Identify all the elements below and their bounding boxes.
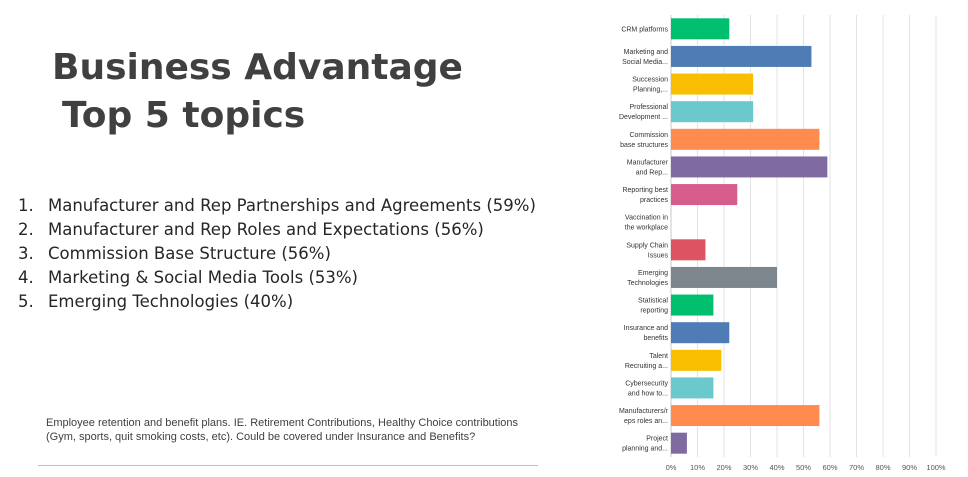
y-category-label: Marketing and Social Media... bbox=[622, 49, 668, 66]
bar bbox=[671, 239, 706, 261]
footnote-divider bbox=[38, 465, 538, 466]
bar bbox=[671, 377, 714, 399]
top-topics-list: 1. Manufacturer and Rep Partnerships and … bbox=[18, 194, 536, 314]
x-tick-label: 70% bbox=[849, 463, 864, 472]
bar bbox=[671, 18, 730, 40]
slide-title: Business Advantage Top 5 topics bbox=[52, 44, 463, 140]
x-tick-label: 90% bbox=[902, 463, 917, 472]
top-topic-item: 5. Emerging Technologies (40%) bbox=[18, 290, 536, 314]
y-category-label: Talent Recruiting a... bbox=[625, 353, 668, 370]
y-category-label: Manufacturer and Rep... bbox=[627, 159, 669, 176]
y-category-label: Insurance and benefits bbox=[624, 325, 669, 342]
item-text: Marketing & Social Media Tools (53%) bbox=[48, 268, 358, 287]
item-text: Emerging Technologies (40%) bbox=[48, 292, 294, 311]
top-topic-item: 1. Manufacturer and Rep Partnerships and … bbox=[18, 194, 536, 218]
y-category-label: Emerging Technologies bbox=[627, 270, 668, 287]
topics-bar-chart: 0% 10% 20% 30% 40% 50% 60% 70% 80% 90% 100% CRM pla… bbox=[619, 15, 946, 472]
y-category-label: Cybersecurity and how to... bbox=[625, 380, 668, 397]
y-category-label: Succession Planning,... bbox=[632, 77, 668, 94]
x-tick-label: 20% bbox=[716, 463, 731, 472]
y-category-label: Reporting best practices bbox=[622, 187, 668, 204]
bar bbox=[671, 101, 754, 123]
bar bbox=[671, 128, 820, 150]
y-category-label: Project planning and... bbox=[622, 436, 668, 453]
x-tick-label: 100% bbox=[926, 463, 946, 472]
y-category-label: Statistical reporting bbox=[638, 298, 668, 315]
bar bbox=[671, 266, 777, 288]
x-tick-label: 30% bbox=[743, 463, 758, 472]
bar bbox=[671, 405, 820, 427]
x-tick-label: 50% bbox=[796, 463, 811, 472]
item-number: 4. bbox=[18, 268, 34, 287]
y-category-label: Manufacturers/r eps roles an... bbox=[619, 408, 669, 425]
item-text: Manufacturer and Rep Partnerships and Ag… bbox=[48, 196, 536, 215]
title-line-1: Business Advantage bbox=[52, 47, 463, 88]
item-number: 3. bbox=[18, 244, 34, 263]
y-category-label: Commission base structures bbox=[620, 132, 668, 149]
item-text: Manufacturer and Rep Roles and Expectati… bbox=[48, 220, 484, 239]
y-category-label: Vaccination in the workplace bbox=[625, 215, 668, 232]
bar bbox=[671, 156, 828, 178]
bar bbox=[671, 432, 687, 454]
item-number: 5. bbox=[18, 292, 34, 311]
y-category-label: Supply Chain Issues bbox=[626, 242, 668, 259]
footnote: Employee retention and benefit plans. IE… bbox=[46, 417, 519, 443]
item-text: Commission Base Structure (56%) bbox=[48, 244, 331, 263]
top-topic-item: 4. Marketing & Social Media Tools (53%) bbox=[18, 266, 536, 290]
item-number: 1. bbox=[18, 196, 34, 215]
y-category-label: CRM platforms bbox=[621, 26, 668, 33]
item-number: 2. bbox=[18, 220, 34, 239]
top-topic-item: 3. Commission Base Structure (56%) bbox=[18, 242, 536, 266]
bar bbox=[671, 184, 738, 206]
bar bbox=[671, 45, 812, 67]
bar bbox=[671, 322, 730, 344]
x-tick-label: 40% bbox=[769, 463, 784, 472]
x-tick-label: 60% bbox=[822, 463, 837, 472]
top-topic-item: 2. Manufacturer and Rep Roles and Expecta… bbox=[18, 218, 536, 242]
bar bbox=[671, 73, 754, 95]
x-tick-label: 10% bbox=[690, 463, 705, 472]
x-tick-label: 0% bbox=[666, 463, 677, 472]
bar bbox=[671, 294, 714, 316]
y-category-label: Professional Development ... bbox=[619, 104, 668, 121]
x-tick-label: 80% bbox=[875, 463, 890, 472]
title-line-2: Top 5 topics bbox=[62, 95, 306, 136]
bar bbox=[671, 349, 722, 371]
